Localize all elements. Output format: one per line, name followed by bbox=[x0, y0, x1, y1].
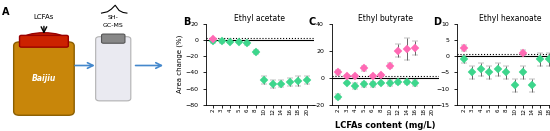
Text: SH-: SH- bbox=[108, 15, 119, 20]
FancyBboxPatch shape bbox=[14, 42, 74, 115]
Text: GC-MS: GC-MS bbox=[103, 23, 124, 28]
Text: B: B bbox=[183, 17, 190, 27]
FancyBboxPatch shape bbox=[20, 35, 68, 47]
Text: LCFAs: LCFAs bbox=[34, 14, 54, 20]
Title: Ethyl acetate: Ethyl acetate bbox=[234, 14, 285, 23]
FancyBboxPatch shape bbox=[102, 34, 125, 43]
Text: D: D bbox=[433, 17, 442, 27]
Y-axis label: Area change (%): Area change (%) bbox=[176, 35, 183, 93]
Title: Ethyl hexanoate: Ethyl hexanoate bbox=[480, 14, 542, 23]
FancyBboxPatch shape bbox=[96, 37, 131, 101]
Text: A: A bbox=[2, 7, 9, 17]
Text: LCFAs content (mg/L): LCFAs content (mg/L) bbox=[335, 121, 436, 130]
Title: Ethyl butyrate: Ethyl butyrate bbox=[358, 14, 412, 23]
Text: Baijiu: Baijiu bbox=[32, 74, 56, 83]
Text: C: C bbox=[308, 17, 315, 27]
Ellipse shape bbox=[23, 33, 65, 46]
